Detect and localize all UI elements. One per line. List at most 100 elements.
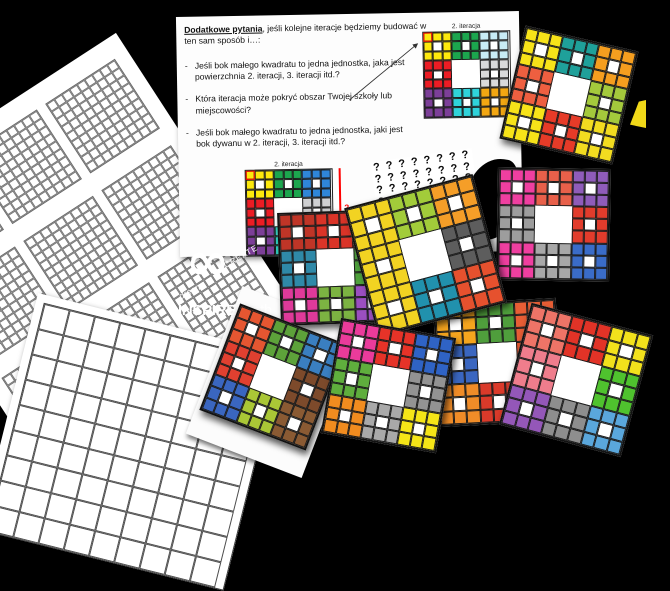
grid-cell: [327, 213, 340, 226]
grid-cell: [547, 255, 559, 267]
grid-cell: [343, 297, 356, 310]
grid-cell: [560, 206, 572, 218]
grid-cell: [281, 263, 294, 276]
grid-cell: [523, 218, 535, 230]
grid-cell: [596, 171, 608, 183]
grid-cell: [534, 266, 546, 278]
grid-cell: [453, 397, 467, 411]
grid-cell: [355, 297, 368, 310]
grid-cell: [452, 384, 466, 398]
grid-cell: [292, 238, 305, 251]
grid-cell: [499, 230, 511, 242]
grid-cell: [511, 218, 523, 230]
grid-cell: [478, 369, 492, 383]
grid-cell: [319, 310, 332, 323]
grid-cell: [423, 33, 433, 43]
grid-cell: [523, 206, 535, 218]
grid-cell: [524, 194, 536, 206]
grid-cell: [546, 267, 558, 279]
grid-cell: [584, 183, 596, 195]
grid-cell: [440, 411, 454, 425]
grid-cell: [465, 370, 479, 384]
grid-cell: [490, 355, 504, 369]
grid-cell: [305, 274, 318, 287]
grid-cell: [598, 147, 613, 162]
grid-cell: [572, 182, 584, 194]
grid-cell: [246, 171, 256, 181]
grid-cell: [451, 357, 465, 371]
grid-cell: [500, 169, 512, 181]
grid-cell: [282, 299, 295, 312]
grid-cell: [330, 273, 343, 286]
grid-cell: [510, 266, 522, 278]
grid-cell: [295, 311, 308, 324]
grid-cell: [535, 254, 547, 266]
grid-cell: [307, 310, 320, 323]
grid-cell: [280, 227, 293, 240]
grid-cell: [280, 251, 293, 264]
grid-cell: [466, 396, 480, 410]
grid-cell: [476, 330, 490, 344]
grid-cell: [329, 261, 342, 274]
grid-cell: [454, 410, 468, 424]
yellow-paper-fragment: [630, 100, 646, 128]
grid-cell: [306, 298, 319, 311]
grid-cell: [583, 243, 595, 255]
grid-cell: [547, 230, 559, 242]
grid-cell: [571, 219, 583, 231]
grid-cell: [572, 195, 584, 207]
grid-cell: [501, 302, 515, 316]
grid-cell: [317, 250, 330, 263]
grid-cell: [498, 242, 510, 254]
grid-cell: [512, 169, 524, 181]
grid-cell: [280, 239, 293, 252]
grid-cell: [584, 171, 596, 183]
grid-cell: [560, 194, 572, 206]
grid-cell: [584, 207, 596, 219]
grid-cell: [465, 383, 479, 397]
grid-cell: [559, 231, 571, 243]
grid-cell: [514, 301, 528, 315]
grid-cell: [606, 438, 623, 455]
grid-cell: [318, 298, 331, 311]
grid-cell: [536, 170, 548, 182]
grid-cell: [596, 219, 608, 231]
grid-cell: [452, 371, 466, 385]
grid-cell: [595, 255, 607, 267]
grid-cell: [304, 238, 317, 251]
grid-cell: [548, 182, 560, 194]
grid-cell: [291, 214, 304, 227]
grid-cell: [583, 255, 595, 267]
carpet-bottom-middle: [321, 318, 456, 453]
grid-cell: [498, 266, 510, 278]
grid-cell: [583, 231, 595, 243]
grid-cell: [477, 343, 491, 357]
grid-cell: [282, 287, 295, 300]
grid-cell: [547, 242, 559, 254]
grid-cell: [584, 195, 596, 207]
grid-cell: [559, 218, 571, 230]
grid-cell: [490, 342, 504, 356]
grid-cell: [436, 319, 450, 333]
grid-cell: [571, 267, 583, 279]
grid-cell: [535, 230, 547, 242]
grid-cell: [595, 231, 607, 243]
grid-cell: [583, 267, 595, 279]
grid-cell: [491, 369, 505, 383]
grid-cell: [0, 222, 2, 234]
grid-cell: [305, 250, 318, 263]
grid-cell: [315, 213, 328, 226]
grid-cell: [523, 242, 535, 254]
grid-cell: [535, 242, 547, 254]
grid-cell: [479, 396, 493, 410]
grid-cell: [340, 237, 353, 250]
grid-cell: [522, 254, 534, 266]
grid-cell: [330, 285, 343, 298]
grid-cell: [328, 237, 341, 250]
grid-cell: [342, 273, 355, 286]
grid-cell: [500, 181, 512, 193]
grid-cell: [355, 309, 368, 322]
grid-cell: [571, 231, 583, 243]
grid-cell: [342, 285, 355, 298]
grid-cell: [479, 382, 493, 396]
